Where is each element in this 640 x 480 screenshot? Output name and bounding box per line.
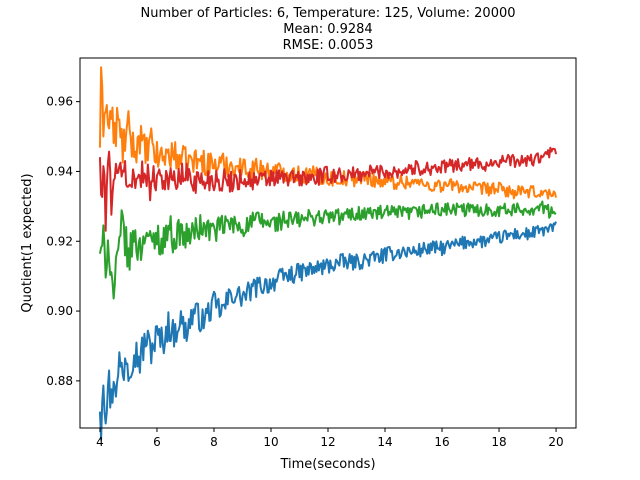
y-tick-label: 0.94 bbox=[46, 164, 73, 178]
chart-title-line-2: Mean: 0.9284 bbox=[283, 22, 372, 37]
y-tick-label: 0.96 bbox=[46, 95, 73, 109]
x-tick-label: 16 bbox=[434, 435, 449, 449]
x-axis: 4 6 8 10 12 14 16 18 20 bbox=[96, 428, 564, 449]
y-tick-label: 0.90 bbox=[46, 304, 73, 318]
series-layer bbox=[98, 66, 558, 441]
x-tick-label: 4 bbox=[96, 435, 104, 449]
x-tick-label: 18 bbox=[491, 435, 506, 449]
x-tick-label: 12 bbox=[320, 435, 335, 449]
y-axis-title: Quotient(1 expected) bbox=[20, 173, 35, 312]
y-axis: 0.88 0.90 0.92 0.94 0.96 bbox=[46, 95, 80, 388]
y-tick-label: 0.88 bbox=[46, 374, 73, 388]
x-axis-title: Time(seconds) bbox=[279, 457, 375, 472]
chart-title-line-3: RMSE: 0.0053 bbox=[283, 38, 374, 53]
x-tick-label: 20 bbox=[548, 435, 563, 449]
x-tick-label: 6 bbox=[153, 435, 161, 449]
y-tick-label: 0.92 bbox=[46, 234, 73, 248]
series-line-1 bbox=[98, 221, 557, 441]
series-line-2 bbox=[98, 66, 558, 200]
x-tick-label: 8 bbox=[210, 435, 218, 449]
chart-title-line-1: Number of Particles: 6, Temperature: 125… bbox=[140, 6, 515, 21]
x-tick-label: 10 bbox=[263, 435, 278, 449]
series-line-4 bbox=[98, 146, 558, 232]
series-line-3 bbox=[98, 200, 557, 300]
x-tick-label: 14 bbox=[377, 435, 392, 449]
